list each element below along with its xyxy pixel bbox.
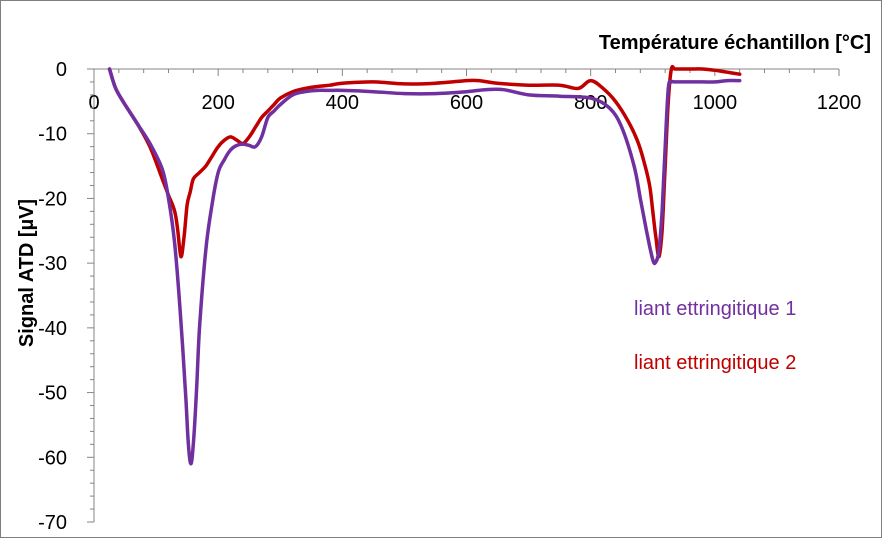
y-axis-title: Signal ATD [µV]: [16, 199, 38, 347]
y-tick-label: -50: [38, 383, 67, 405]
y-tick-label: -30: [38, 253, 67, 275]
y-tick-label: -60: [38, 447, 67, 469]
x-tick-label: 600: [450, 92, 483, 114]
y-tick-label: -20: [38, 188, 67, 210]
x-axis-title: Température échantillon [°C]: [599, 32, 871, 54]
x-tick-label: 200: [201, 92, 234, 114]
legend-entry-1: liant ettringitique 1: [634, 298, 796, 320]
y-tick-label: -10: [38, 124, 67, 146]
legend-entry-2: liant ettringitique 2: [634, 352, 796, 374]
x-tick-label: 0: [88, 92, 99, 114]
series-line-1: [107, 67, 742, 466]
y-tick-label: -40: [38, 318, 67, 340]
y-tick-label: -70: [38, 512, 67, 534]
x-tick-label: 400: [326, 92, 359, 114]
y-tick-label: 0: [56, 59, 67, 81]
x-tick-label: 1200: [817, 92, 862, 114]
x-tick-label: 1000: [693, 92, 738, 114]
